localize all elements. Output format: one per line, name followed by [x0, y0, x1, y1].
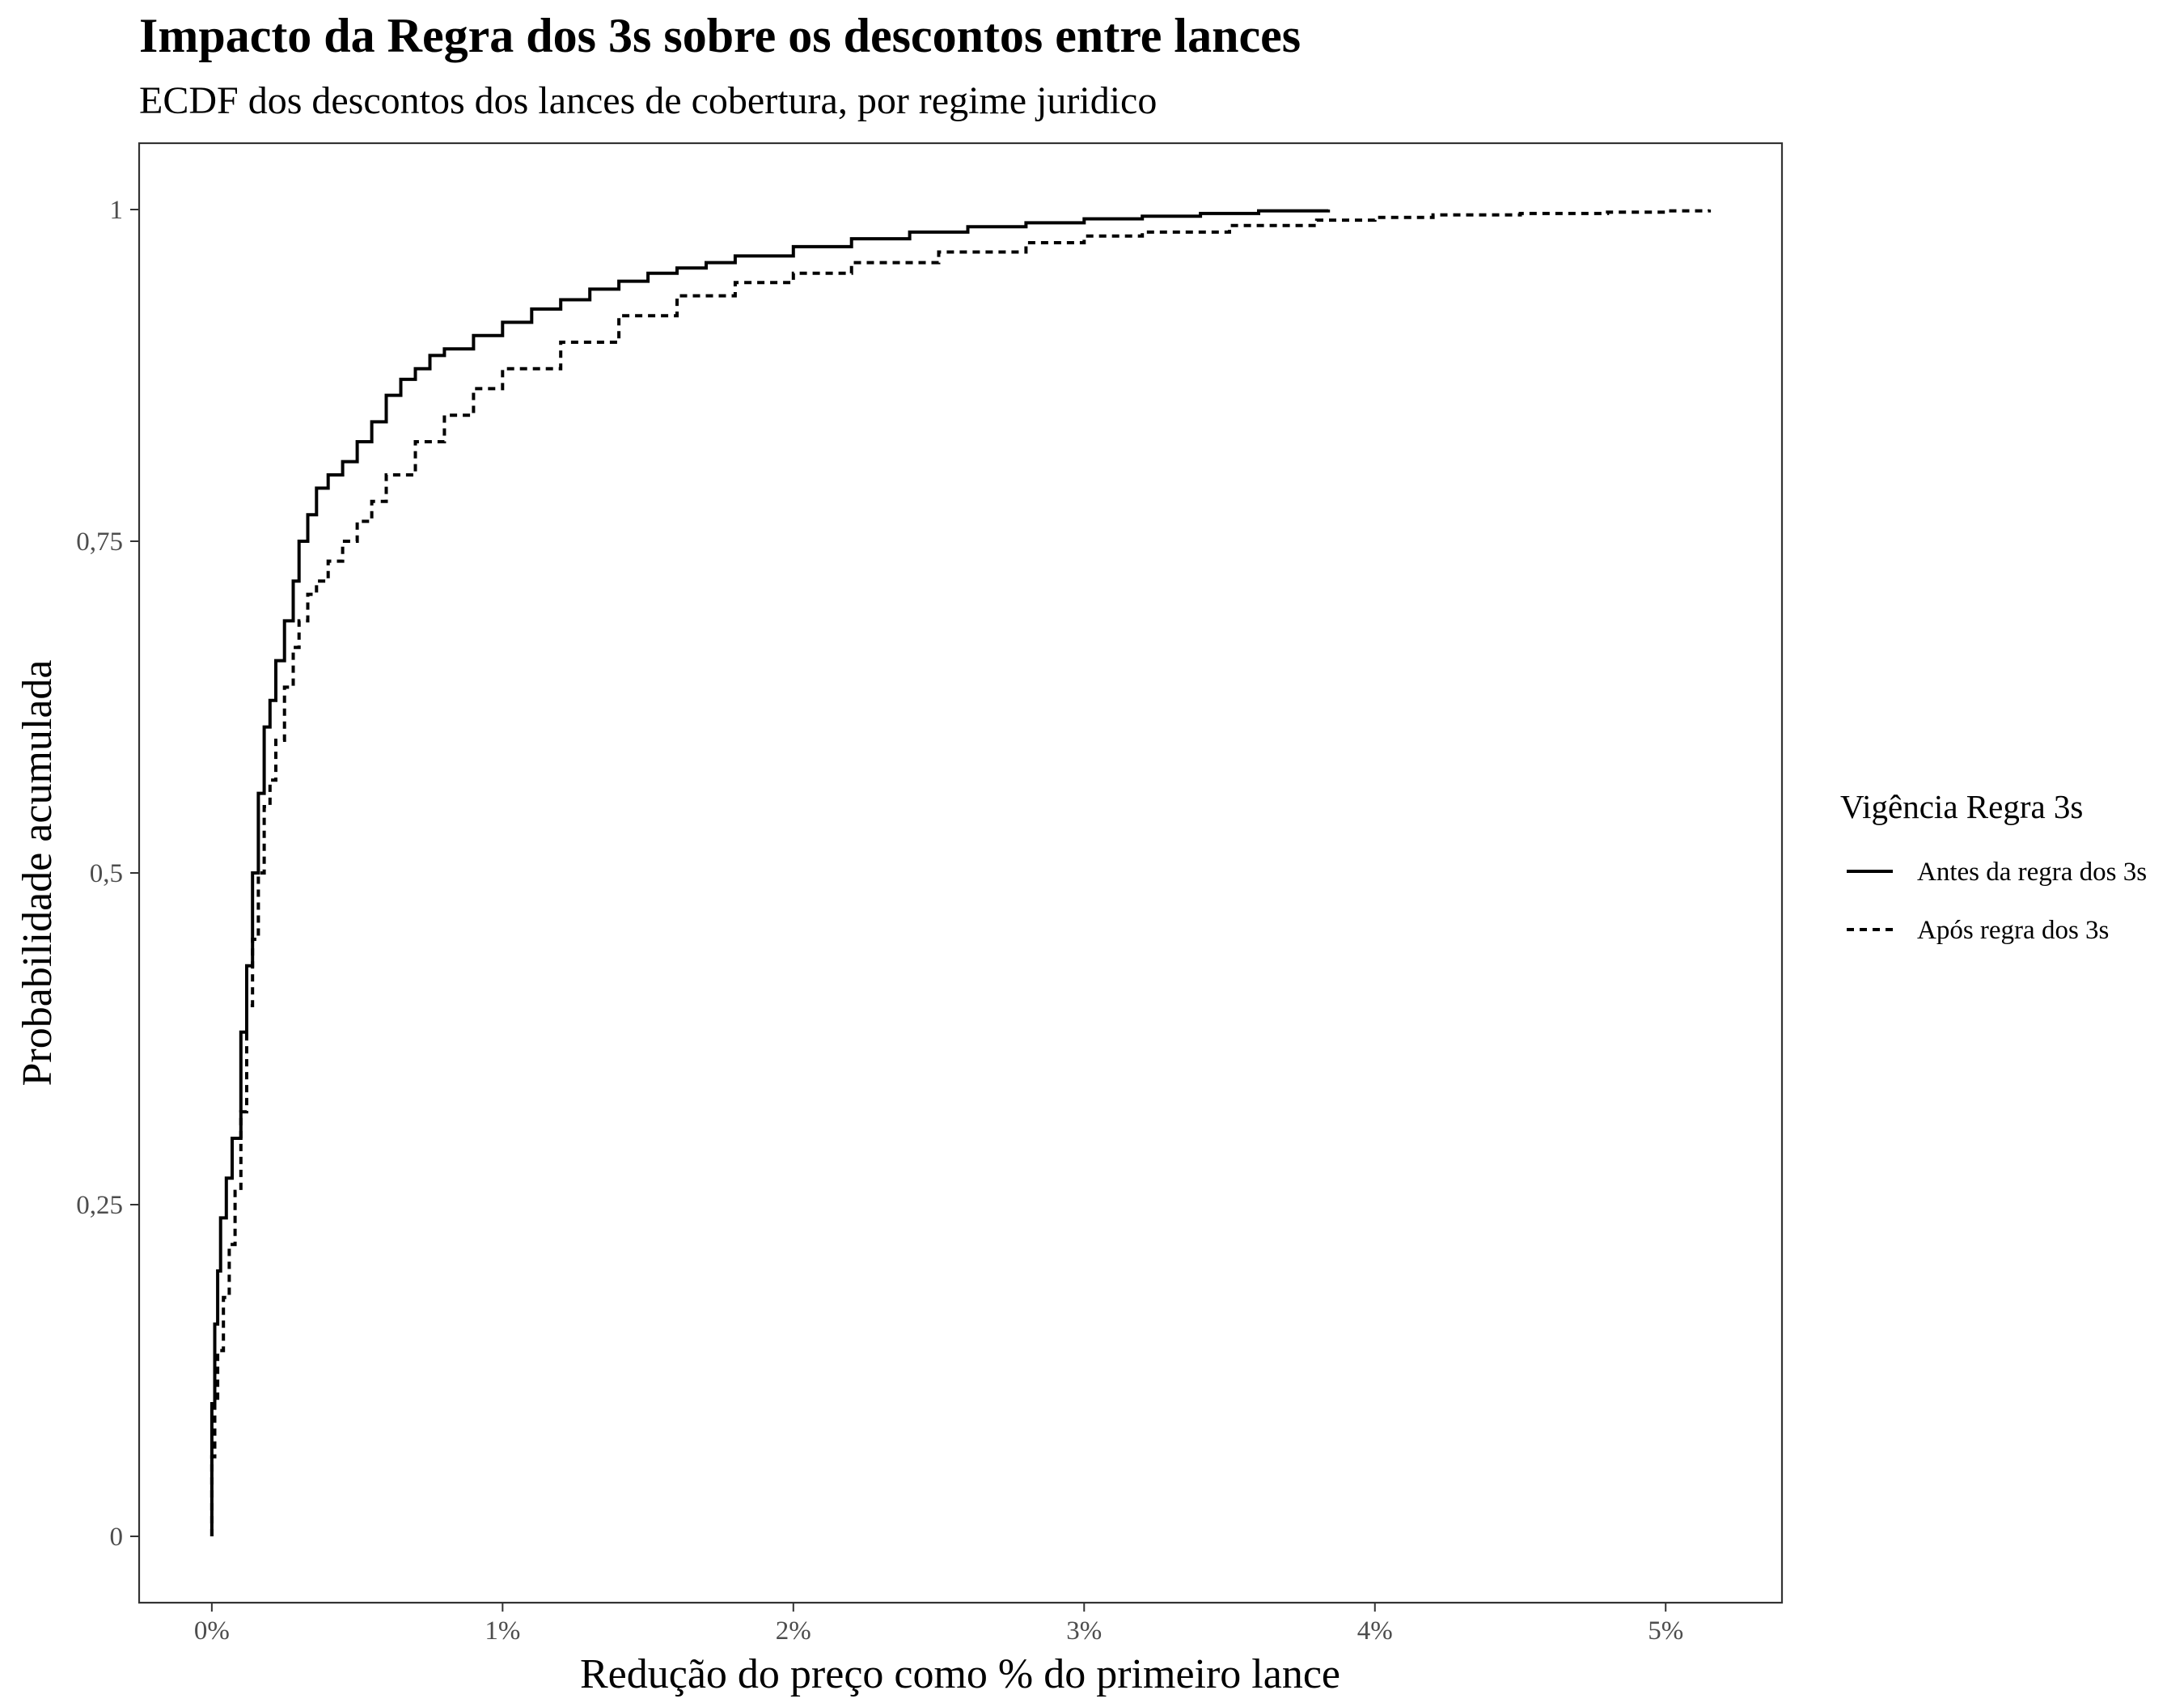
- plot-panel-border: [138, 142, 1784, 1604]
- x-axis: 0% 1% 2% 3% 4% 5%: [194, 1603, 1683, 1646]
- legend: Vigência Regra 3s Antes da regra dos 3sA…: [1840, 788, 2147, 945]
- x-axis-title: Redução do preço como % do primeiro lanc…: [580, 1651, 1340, 1697]
- y-tick-label: 0: [110, 1523, 124, 1552]
- x-tick-label: 2%: [776, 1616, 811, 1646]
- x-tick-label: 0%: [194, 1616, 230, 1646]
- y-tick-label: 0,5: [90, 859, 123, 888]
- series-line-antes: [210, 209, 1331, 1536]
- x-tick-label: 5%: [1648, 1616, 1683, 1646]
- series-line-apos: [210, 209, 1712, 1536]
- y-axis-title: Probabilidade acumulada: [15, 659, 61, 1086]
- y-tick-label: 0,75: [76, 527, 123, 557]
- y-axis: 0 0,25 0,5 0,75 1: [76, 196, 139, 1552]
- chart-title: Impacto da Regra dos 3s sobre os descont…: [139, 9, 1301, 62]
- legend-title: Vigência Regra 3s: [1840, 788, 2083, 825]
- x-tick-label: 4%: [1357, 1616, 1393, 1646]
- x-tick-label: 3%: [1066, 1616, 1102, 1646]
- legend-label: Após regra dos 3s: [1917, 916, 2109, 945]
- chart-subtitle: ECDF dos descontos dos lances de cobertu…: [139, 79, 1157, 122]
- series-layer: [210, 209, 1712, 1536]
- y-tick-label: 1: [110, 196, 124, 225]
- x-tick-label: 1%: [485, 1616, 520, 1646]
- legend-label: Antes da regra dos 3s: [1917, 858, 2147, 887]
- y-tick-label: 0,25: [76, 1191, 123, 1220]
- legend-items: Antes da regra dos 3s Após regra dos 3s: [1847, 858, 2147, 945]
